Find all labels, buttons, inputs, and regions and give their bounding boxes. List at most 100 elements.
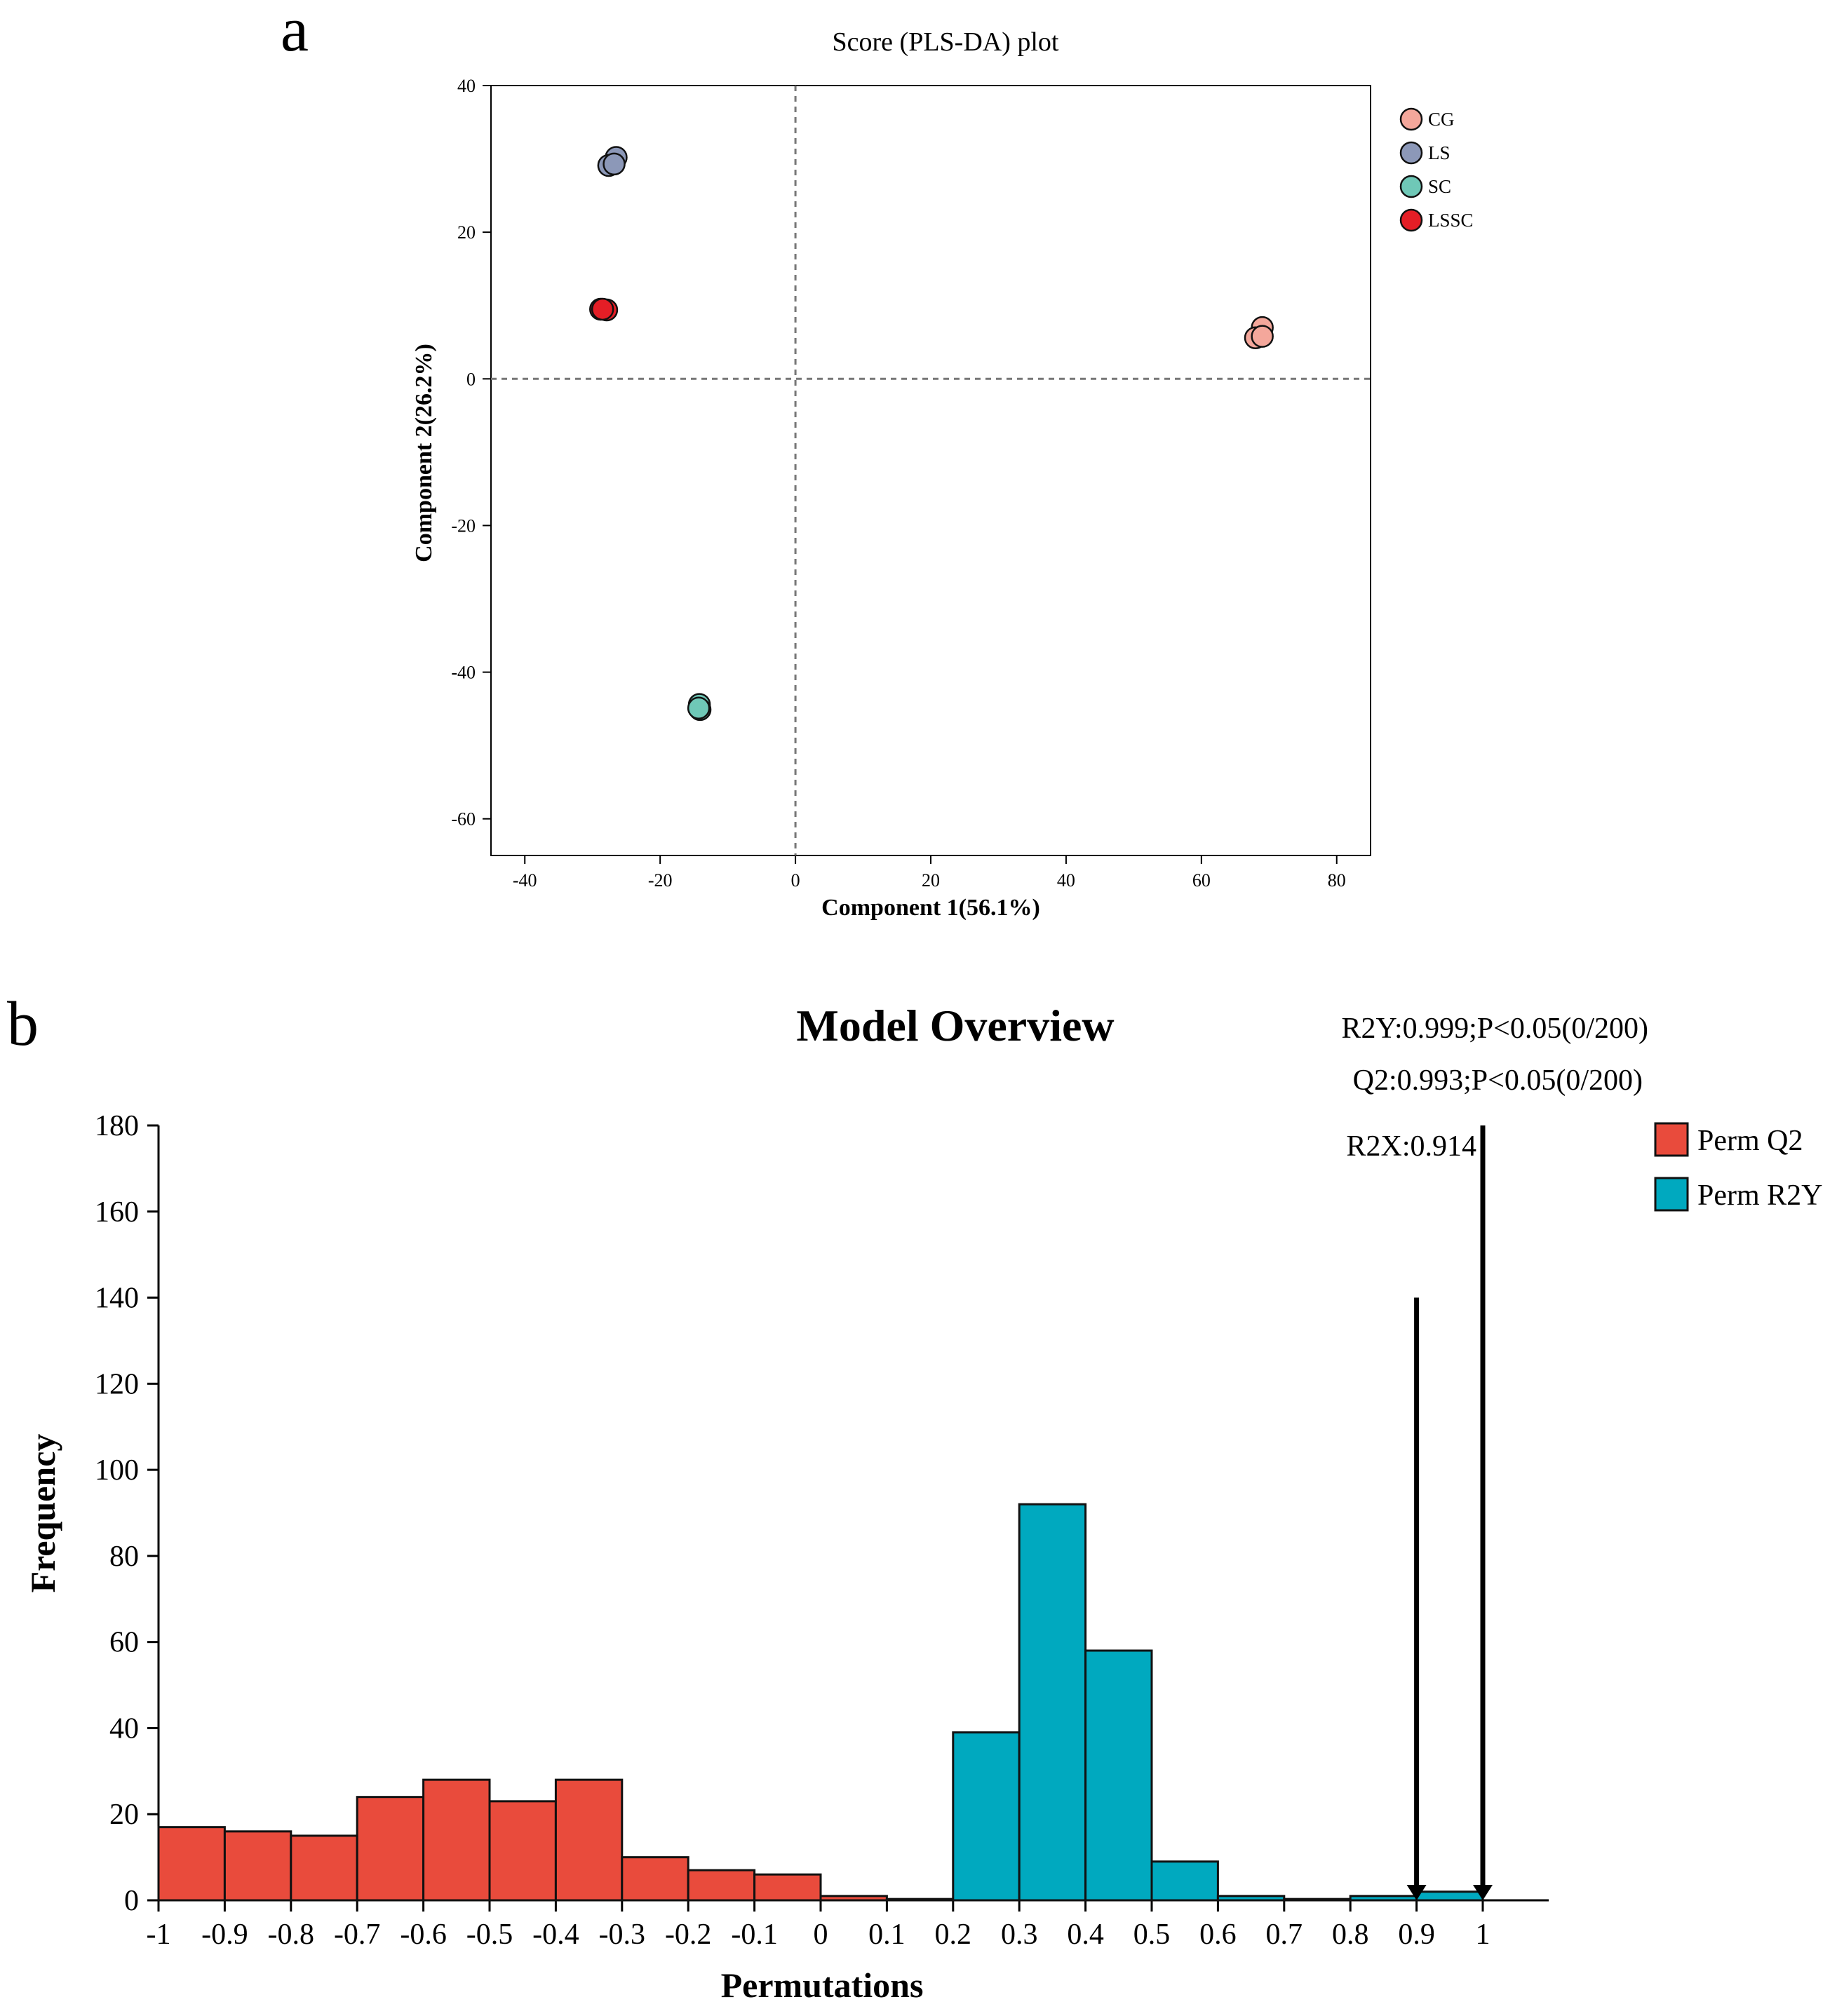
- bar-perm-r2y: [1415, 1890, 1484, 1902]
- panel-label-a: a: [281, 0, 309, 65]
- point-cg: [1251, 325, 1274, 348]
- chart-a-x-axis-label: Component 1(56.1%): [821, 895, 1040, 921]
- r2y-annotation: R2Y:0.999;P<0.05(0/200): [1341, 1013, 1648, 1045]
- chart-b-legend: Perm Q2 Perm R2Y: [1654, 1122, 1823, 1212]
- bar-perm-q2: [290, 1834, 358, 1902]
- y-tick-label: 60: [109, 1627, 139, 1659]
- x-tick-label: -0.2: [665, 1919, 712, 1951]
- chart-a-y-axis-label: Component 2(26.2%): [411, 344, 437, 562]
- bar-perm-r2y: [1283, 1897, 1352, 1902]
- x-tick-label: 1: [1476, 1919, 1490, 1951]
- chart-b-x-axis: -1 -0.9 -0.8 -0.7 -0.6 -0.5 -0.4 -0.3 -0.2 -0.1 0 0…: [147, 1900, 1490, 1951]
- y-tick-label: 40: [109, 1712, 139, 1745]
- r2x-annotation: R2X:0.914: [1346, 1130, 1476, 1163]
- point-ls: [603, 152, 626, 176]
- x-tick-label: 0.9: [1398, 1919, 1435, 1951]
- legend-label-sc: SC: [1428, 176, 1451, 197]
- x-tick-label: 0.7: [1266, 1919, 1303, 1951]
- x-tick-label: 0.2: [935, 1919, 972, 1951]
- legend-marker-ls: [1399, 141, 1423, 165]
- y-tick-label: 0: [124, 1885, 139, 1917]
- x-tick-label: 0.5: [1133, 1919, 1171, 1951]
- x-tick-label: -0.8: [268, 1919, 315, 1951]
- x-tick-label: 0.4: [1067, 1919, 1104, 1951]
- legend-label-cg: CG: [1428, 109, 1455, 130]
- y-tick-label: 120: [95, 1368, 139, 1400]
- chart-a-title: Score (PLS-DA) plot: [833, 27, 1059, 57]
- point-sc: [687, 696, 711, 720]
- y-tick-label: 0: [466, 369, 476, 389]
- chart-a-reference-lines: [491, 86, 1371, 855]
- x-tick-label: 0.6: [1199, 1919, 1237, 1951]
- y-tick-label: 20: [109, 1799, 139, 1831]
- y-tick-label: 160: [95, 1196, 139, 1229]
- bar-perm-r2y: [1349, 1895, 1418, 1902]
- x-tick-label: -1: [147, 1919, 171, 1951]
- x-tick-label: -0.7: [334, 1919, 381, 1951]
- x-tick-label: -0.9: [201, 1919, 248, 1951]
- bar-perm-r2y: [1084, 1649, 1153, 1902]
- y-tick-label: 140: [95, 1283, 139, 1315]
- legend-marker-sc: [1399, 175, 1423, 198]
- y-tick-label: 180: [95, 1110, 139, 1142]
- panel-a-score-plot: a Score (PLS-DA) plot -40 -20 0 20 40 60 80 40…: [281, 0, 1474, 921]
- chart-b-bars: [157, 1503, 1484, 1902]
- chart-b-title: Model Overview: [796, 1001, 1114, 1050]
- q2-annotation: Q2:0.993;P<0.05(0/200): [1353, 1064, 1643, 1097]
- bar-perm-q2: [157, 1826, 226, 1902]
- legend-marker-lssc: [1399, 208, 1423, 232]
- bar-perm-q2: [819, 1895, 888, 1902]
- y-tick-label: 80: [109, 1541, 139, 1573]
- x-tick-label: -20: [648, 870, 673, 891]
- bar-perm-q2: [687, 1869, 756, 1902]
- y-tick-label: 40: [457, 76, 476, 96]
- chart-b-arrows: [1406, 1125, 1493, 1900]
- chart-a-x-axis: -40 -20 0 20 40 60 80: [513, 855, 1346, 891]
- x-tick-label: -0.6: [400, 1919, 447, 1951]
- bar-perm-r2y: [1018, 1503, 1087, 1902]
- bar-perm-r2y: [1150, 1860, 1219, 1902]
- x-tick-label: 0: [791, 870, 800, 891]
- legend-marker-cg: [1399, 107, 1423, 131]
- x-tick-label: -0.1: [731, 1919, 778, 1951]
- chart-a-points: [589, 146, 1274, 722]
- bar-perm-r2y: [952, 1731, 1021, 1902]
- bar-perm-q2: [621, 1856, 689, 1902]
- y-tick-label: -20: [451, 515, 476, 536]
- legend-label-perm-q2: Perm Q2: [1697, 1125, 1803, 1157]
- bar-perm-q2: [488, 1800, 557, 1902]
- chart-b-y-axis: 0 20 40 60 80 100 120 140 160 180: [95, 1110, 159, 1917]
- chart-a-plot-frame: [490, 85, 1371, 856]
- x-tick-label: -40: [513, 870, 537, 891]
- arrow-head: [1473, 1885, 1493, 1900]
- x-tick-label: -0.3: [599, 1919, 646, 1951]
- x-tick-label: 0.3: [1001, 1919, 1038, 1951]
- x-tick-label: 0.1: [868, 1919, 906, 1951]
- panel-b-model-overview: b Model Overview R2Y:0.999;P<0.05(0/200)…: [7, 989, 1823, 2005]
- arrow-head: [1406, 1885, 1427, 1900]
- bar-perm-q2: [422, 1778, 491, 1902]
- y-tick-label: -40: [451, 663, 476, 683]
- x-tick-label: 80: [1328, 870, 1346, 891]
- x-tick-label: 40: [1057, 870, 1075, 891]
- panel-label-b: b: [7, 989, 39, 1059]
- y-tick-label: -60: [451, 809, 476, 830]
- x-tick-label: 60: [1192, 870, 1211, 891]
- legend-swatch-perm-q2: [1654, 1122, 1689, 1157]
- y-tick-label: 100: [95, 1454, 139, 1487]
- bar-perm-r2y: [1216, 1895, 1286, 1902]
- legend-label-ls: LS: [1428, 142, 1451, 163]
- chart-b-x-axis-label: Permutations: [721, 1966, 924, 2005]
- bar-perm-q2: [554, 1778, 624, 1902]
- x-tick-label: 20: [922, 870, 940, 891]
- bar-perm-q2: [223, 1830, 292, 1902]
- legend-swatch-perm-r2y: [1654, 1177, 1689, 1212]
- y-tick-label: 20: [457, 222, 476, 243]
- x-tick-label: 0.8: [1332, 1919, 1369, 1951]
- chart-a-y-axis: 40 20 0 -20 -40 -60: [451, 76, 491, 830]
- legend-label-lssc: LSSC: [1428, 210, 1474, 231]
- bar-perm-q2: [753, 1873, 822, 1902]
- chart-b-y-axis-label: Frequency: [23, 1434, 62, 1593]
